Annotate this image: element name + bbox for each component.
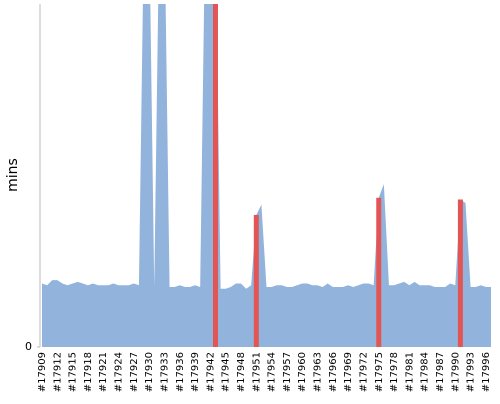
x-tick-label: #17933 [159, 352, 170, 392]
x-tick-label: #17969 [343, 352, 354, 392]
area [42, 4, 491, 347]
x-tick-label: #17966 [328, 352, 339, 392]
failed-build-bar [253, 214, 259, 347]
x-tick-label: #17960 [297, 352, 308, 392]
y-axis-label: mins [5, 158, 21, 192]
x-tick-label: #17975 [374, 352, 385, 392]
x-tick-label: #17912 [52, 352, 63, 392]
y-tick-label: 0 [25, 340, 32, 353]
x-tick-label: #17990 [450, 352, 461, 392]
x-tick-label: #17921 [98, 352, 109, 392]
x-tick-label: #17951 [251, 352, 262, 392]
x-tick-label: #17918 [83, 352, 94, 392]
failed-build-bar [212, 4, 218, 347]
x-tick-label: #17963 [313, 352, 324, 392]
x-tick-label: #17984 [420, 352, 431, 392]
x-tick-label: #17930 [144, 352, 155, 392]
x-tick-label: #17909 [37, 352, 48, 392]
x-tick-label: #17954 [267, 352, 278, 392]
x-tick-label: #17972 [358, 352, 369, 392]
x-tick-label: #17981 [404, 352, 415, 392]
x-tick-label: #17987 [435, 352, 446, 392]
x-tick-label: #17978 [389, 352, 400, 392]
x-tick-label: #17945 [221, 352, 232, 392]
x-tick-label: #17939 [190, 352, 201, 392]
x-tick-label: #17996 [481, 352, 492, 392]
plot-area [42, 4, 491, 347]
x-tick-label: #17942 [205, 352, 216, 392]
x-tick-label: #17948 [236, 352, 247, 392]
failed-build-bar [376, 197, 382, 347]
x-tick-label: #17993 [466, 352, 477, 392]
x-tick-label: #17915 [68, 352, 79, 392]
x-tick-label: #17936 [175, 352, 186, 392]
x-tick-label: #17927 [129, 352, 140, 392]
failed-build-bar [457, 199, 463, 347]
x-tick-label: #17924 [114, 352, 125, 392]
x-tick-label: #17957 [282, 352, 293, 392]
